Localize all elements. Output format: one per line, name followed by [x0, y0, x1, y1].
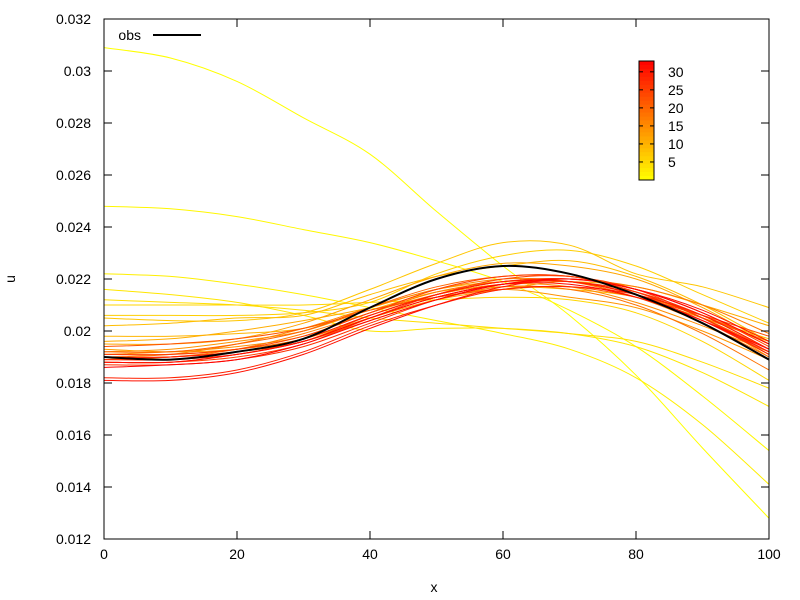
colorbar-band — [639, 176, 654, 181]
x-tick-label: 20 — [229, 546, 245, 562]
ensemble-line-17 — [103, 278, 770, 361]
ensemble-line-3 — [103, 273, 770, 485]
ensemble-line-6 — [104, 296, 770, 381]
colorbar-band — [639, 124, 654, 129]
colorbar-band — [639, 148, 654, 153]
colorbar-band — [639, 136, 654, 141]
y-tick-label: 0.026 — [56, 167, 91, 183]
ensemble-line-12 — [103, 262, 770, 345]
colorbar-band — [639, 144, 654, 149]
colorbar-band — [639, 152, 654, 157]
colorbar-label: 20 — [668, 100, 684, 116]
colorbar-labels: 30 25 20 15 10 5 — [639, 64, 684, 170]
tick-labels-group: 0 20 40 60 80 100 0.012 0.014 0.016 0.018 0.02 0.02… — [56, 11, 781, 562]
colorbar-band — [639, 104, 654, 110]
colorbar-label: 15 — [668, 118, 684, 134]
y-tick-label: 0.024 — [56, 219, 91, 235]
colorbar-band — [639, 88, 654, 94]
x-tick-label: 0 — [100, 546, 108, 562]
ensemble-line-25 — [103, 274, 770, 356]
colorbar-band — [639, 108, 654, 114]
axis-ticks-group — [103, 18, 770, 540]
ensemble-line-2 — [103, 205, 770, 451]
colorbar-band — [639, 112, 654, 118]
colorbar-band — [639, 172, 654, 177]
observed-line — [103, 264, 770, 361]
legend-label-obs: obs — [118, 27, 141, 43]
ensemble-line-8 — [103, 240, 770, 322]
y-tick-label: 0.022 — [56, 271, 91, 287]
colorbar-label: 25 — [668, 82, 684, 98]
y-axis-title: u — [2, 275, 18, 283]
observed-series-group — [103, 264, 770, 361]
ensemble-line-1 — [103, 47, 770, 519]
ensemble-line-5 — [103, 299, 770, 389]
colorbar-band — [639, 168, 654, 173]
x-tick-label: 100 — [757, 546, 781, 562]
x-axis-title: x — [431, 579, 438, 595]
colorbar-band — [639, 96, 654, 102]
y-tick-label: 0.018 — [56, 375, 91, 391]
colorbar-label: 10 — [668, 136, 684, 152]
colorbar-band — [639, 92, 654, 98]
colorbar-band — [639, 72, 654, 78]
y-tick-label: 0.016 — [56, 427, 91, 443]
colorbar-band — [639, 120, 654, 125]
y-tick-label: 0.02 — [64, 323, 91, 339]
colorbar-band — [639, 76, 654, 82]
colorbar-band — [639, 128, 654, 133]
ensemble-line-30 — [103, 278, 770, 382]
ensemble-line-7 — [103, 249, 770, 324]
colorbar-band — [639, 80, 654, 86]
colorbar-band — [639, 140, 654, 145]
y-tick-label: 0.032 — [56, 11, 91, 27]
colorbar-band — [639, 156, 654, 161]
colorbar-band — [639, 68, 654, 74]
y-tick-label: 0.012 — [56, 531, 91, 547]
ensemble-line-32 — [103, 278, 770, 368]
colorbar-band — [639, 84, 654, 90]
legend: obs — [118, 27, 201, 43]
x-tick-label: 60 — [495, 546, 511, 562]
colorbar-band — [639, 100, 654, 106]
x-tick-label: 80 — [628, 546, 644, 562]
x-tick-label: 40 — [362, 546, 378, 562]
colorbar-band — [639, 61, 654, 66]
ensemble-line-4 — [103, 288, 770, 407]
colorbar: 30 25 20 15 10 5 — [638, 60, 684, 181]
colorbar-gradient — [639, 61, 654, 181]
colorbar-frame — [638, 60, 655, 181]
ensemble-line-9 — [103, 259, 770, 342]
colorbar-label: 5 — [668, 154, 676, 170]
colorbar-band — [639, 164, 654, 169]
colorbar-band — [639, 116, 654, 121]
colorbar-band — [639, 160, 654, 165]
y-tick-label: 0.028 — [56, 115, 91, 131]
colorbar-band — [639, 132, 654, 137]
colorbar-band — [639, 64, 654, 70]
y-tick-label: 0.03 — [64, 63, 91, 79]
y-tick-label: 0.014 — [56, 479, 91, 495]
colorbar-label: 30 — [668, 64, 684, 80]
